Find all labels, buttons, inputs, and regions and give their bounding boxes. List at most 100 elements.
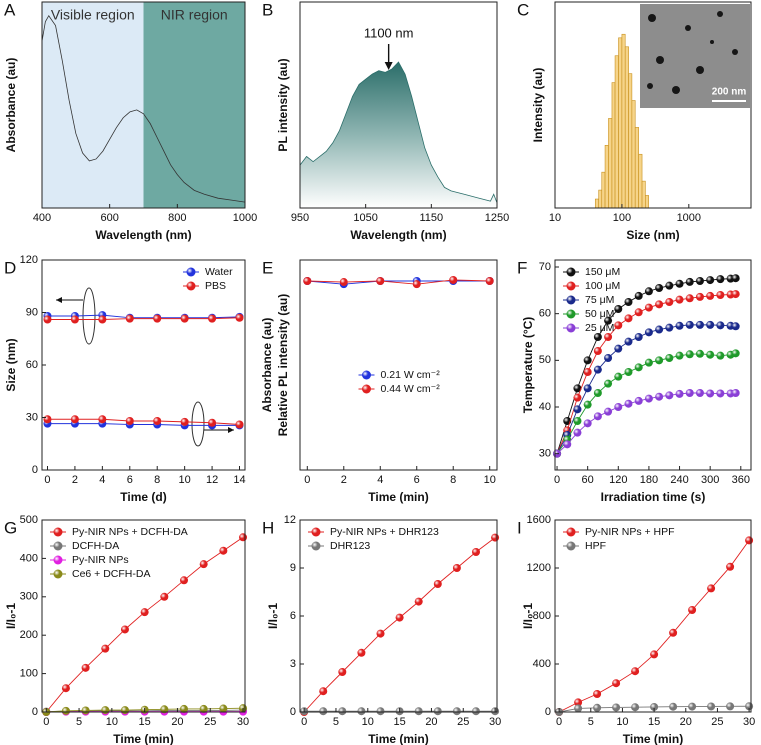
marker [726,562,735,571]
x-tick-label: 8 [450,474,456,486]
marker [573,393,582,402]
marker [376,707,385,716]
marker [199,704,208,713]
y-axis-label: Relative PL intensity (au) [276,294,290,436]
legend-label: 100 μM [585,280,620,292]
bar [608,118,613,209]
marker [61,706,70,715]
bar [611,82,616,209]
particle [648,14,656,22]
marker [731,322,740,331]
y-axis-label: Size (nm) [4,338,18,391]
panel-label: D [4,258,16,277]
legend-marker [566,281,576,291]
marker [612,679,621,688]
marker [614,321,623,330]
y-axis-label: Intensity (au) [531,68,545,143]
y-tick-label: 1600 [527,514,551,526]
marker [583,400,592,409]
x-tick-label: 5 [588,716,594,728]
y-axis-label: I/I₀-1 [266,603,280,629]
legend-marker [566,295,576,305]
y-tick-label: 60 [26,359,38,371]
annotation: 1100 nm [364,25,414,40]
line [299,61,498,203]
y-tick-label: 40 [539,401,551,413]
marker [706,350,715,359]
marker [644,328,653,337]
legend-marker [566,541,576,551]
marker [624,399,633,408]
x-tick-label: 10 [362,716,374,728]
y-tick-label: 1200 [527,562,551,574]
panel-label: A [4,0,16,19]
y-tick-label: 800 [533,610,551,622]
y-tick-label: 100 [20,668,38,680]
legend-marker [311,527,321,537]
marker [235,420,244,429]
marker [669,628,678,637]
x-tick-label: 6 [414,474,420,486]
bar [641,180,646,209]
marker [70,315,79,324]
marker [665,298,674,306]
panel-label: E [262,258,273,277]
x-axis-label: Time (d) [120,490,166,504]
y-axis-label: PL intensity (au) [276,58,290,151]
marker [706,291,715,300]
y-tick-label: 50 [539,354,551,366]
marker [593,412,602,421]
region-label: NIR region [161,7,228,23]
marker [624,314,633,323]
y-tick-label: 500 [20,514,38,526]
marker [239,533,248,542]
marker [180,704,189,713]
marker [357,648,366,657]
marker [153,417,162,425]
legend-label: Py-NIR NPs + HPF [585,526,675,538]
line [47,423,240,426]
line [47,418,240,425]
particle [656,56,664,64]
marker [688,702,697,711]
y-tick-label: 200 [20,629,38,641]
marker [120,625,129,634]
marker [695,292,704,301]
marker [61,684,70,693]
x-tick-label: 2 [341,474,347,486]
x-tick-label: 0 [304,474,310,486]
x-tick-label: 120 [609,474,627,486]
marker [452,707,461,716]
marker [338,707,347,716]
marker [125,417,134,425]
marker [563,440,572,449]
marker [624,368,633,376]
x-tick-label: 4 [377,474,383,486]
legend-label: PBS [205,280,226,292]
line [47,314,240,319]
x-tick-label: 400 [33,212,51,224]
marker [716,389,725,398]
x-tick-label: 600 [100,212,118,224]
x-axis-label: Wavelength (nm) [95,228,191,242]
x-axis-label: Irradiation time (s) [601,490,706,504]
marker [319,687,328,696]
particle [647,83,653,89]
marker [583,419,592,428]
marker [624,337,633,346]
bar [624,46,629,209]
marker [716,321,725,330]
marker [583,368,592,376]
marker [631,667,640,676]
marker [675,321,684,330]
y-tick-label: 60 [539,308,551,320]
x-tick-label: 0 [554,474,560,486]
y-tick-label: 12 [284,514,296,526]
marker [634,291,643,300]
legend-label: Py-NIR NPs + DHR123 [330,526,439,538]
marker [685,320,694,329]
marker [81,663,90,672]
marker [153,314,162,323]
bar [638,153,643,209]
marker [695,349,704,358]
